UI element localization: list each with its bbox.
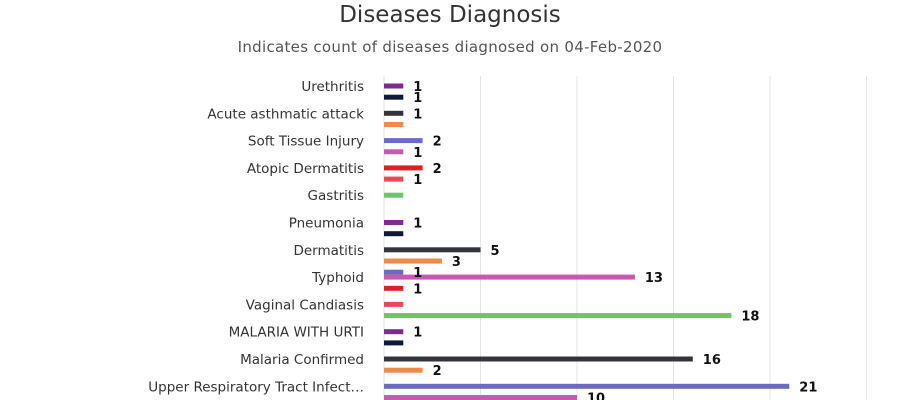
category-label-soft-tissue-injury: Soft Tissue Injury — [248, 134, 364, 150]
category-label-malaria-with-urti: MALARIA WITH URTI — [229, 325, 364, 341]
category-label-atopic-dermatitis: Atopic Dermatitis — [247, 161, 364, 177]
value-label-typhoid-2: 1 — [413, 282, 422, 297]
value-label-soft-tissue-injury-1: 2 — [433, 135, 442, 150]
bar-gastritis-1[interactable] — [384, 192, 404, 198]
bar-acute-asthmatic-attack-2[interactable] — [384, 122, 404, 127]
value-label-acute-asthmatic-attack-1: 1 — [413, 107, 422, 122]
category-label-pneumonia: Pneumonia — [289, 216, 364, 232]
value-label-atopic-dermatitis-1: 2 — [433, 162, 442, 177]
grid-lines — [383, 76, 867, 400]
bar-atopic-dermatitis-2[interactable] — [384, 176, 404, 182]
category-label-acute-asthmatic-attack: Acute asthmatic attack — [207, 106, 364, 122]
chart-title: Diseases Diagnosis — [339, 2, 561, 28]
category-label-dermatitis: Dermatitis — [293, 243, 364, 259]
category-label-malaria-confirmed: Malaria Confirmed — [240, 352, 364, 368]
bar-vaginal-candiasis-1[interactable] — [384, 301, 404, 307]
category-label-typhoid: Typhoid — [311, 270, 364, 286]
bar-pneumonia-1[interactable] — [384, 220, 404, 225]
category-label-vaginal-candiasis: Vaginal Candiasis — [246, 297, 364, 313]
category-label-gastritis: Gastritis — [308, 188, 364, 204]
value-label-typhoid-1: 13 — [645, 271, 663, 286]
value-label-upper-respiratory-tract-infect-1: 21 — [799, 380, 817, 395]
bars — [384, 83, 790, 400]
bar-typhoid-2[interactable] — [384, 285, 404, 291]
value-label-malaria-confirmed-2: 2 — [433, 364, 442, 379]
category-label-upper-respiratory-tract-infect: Upper Respiratory Tract Infect… — [148, 379, 364, 395]
bar-malaria-confirmed-1[interactable] — [384, 356, 693, 362]
bar-malaria-with-urti-1[interactable] — [384, 329, 404, 335]
value-label-urethritis-2: 1 — [413, 91, 422, 106]
category-label-urethritis: Urethritis — [301, 79, 364, 95]
bar-acute-asthmatic-attack-1[interactable] — [384, 110, 404, 116]
value-label-dermatitis-1: 5 — [491, 244, 500, 259]
value-label-atopic-dermatitis-2: 1 — [413, 173, 422, 188]
value-label-upper-respiratory-tract-infect-2: 10 — [587, 392, 605, 400]
value-label-dermatitis-2: 3 — [452, 255, 461, 270]
value-label-soft-tissue-injury-2: 1 — [413, 146, 422, 161]
value-label-urethritis-1: 1 — [413, 80, 422, 95]
bar-dermatitis-2[interactable] — [384, 258, 442, 264]
bar-malaria-confirmed-2[interactable] — [384, 367, 423, 373]
bar-urethritis-1[interactable] — [384, 83, 404, 89]
bar-vaginal-candiasis-2[interactable] — [384, 313, 732, 319]
bar-soft-tissue-injury-2[interactable] — [384, 149, 404, 155]
bar-malaria-with-urti-2[interactable] — [384, 340, 404, 346]
value-label-vaginal-candiasis-2: 18 — [741, 310, 759, 325]
bar-soft-tissue-injury-1[interactable] — [384, 138, 423, 144]
category-labels: Urethritis Acute asthmatic attack Soft Tis… — [148, 79, 364, 395]
bar-typhoid-1[interactable] — [384, 274, 635, 280]
value-label-dermatitis-3: 1 — [413, 266, 422, 281]
bar-dermatitis-3[interactable] — [384, 269, 404, 275]
chart-subtitle: Indicates count of diseases diagnosed on… — [237, 38, 663, 56]
bar-urethritis-2[interactable] — [384, 94, 404, 100]
bar-dermatitis-1[interactable] — [384, 247, 481, 253]
bar-upper-respiratory-tract-infect-2[interactable] — [384, 395, 577, 400]
value-label-pneumonia-1: 1 — [413, 217, 422, 232]
value-label-malaria-confirmed-1: 16 — [703, 353, 721, 368]
bar-pneumonia-2[interactable] — [384, 231, 404, 237]
value-label-malaria-with-urti-1: 1 — [413, 326, 422, 341]
bar-atopic-dermatitis-1[interactable] — [384, 165, 423, 171]
bar-upper-respiratory-tract-infect-1[interactable] — [384, 383, 790, 389]
